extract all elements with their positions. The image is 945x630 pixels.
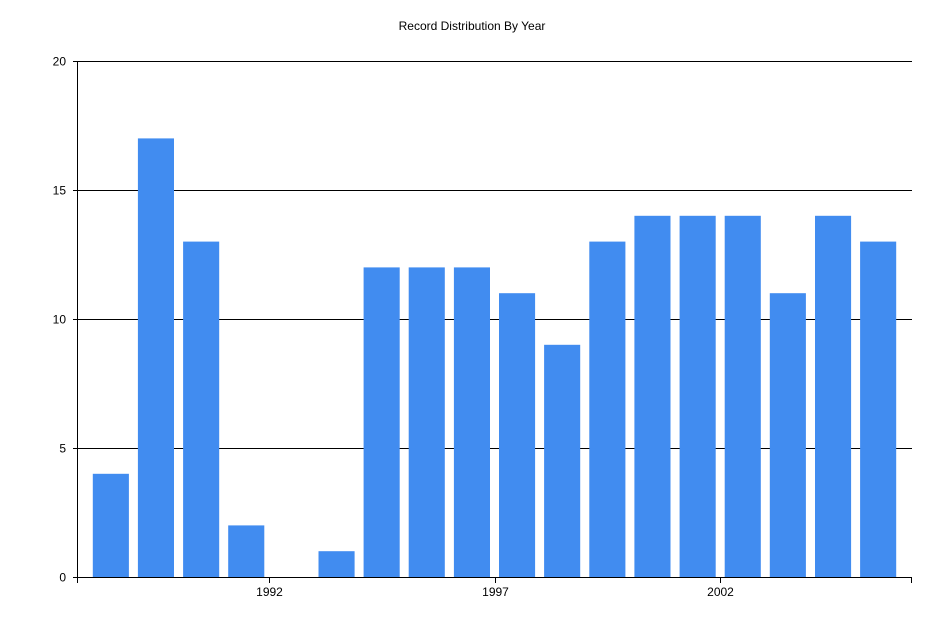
bar-1990 xyxy=(137,138,174,577)
bar-1991 xyxy=(183,241,220,577)
bar-2004 xyxy=(769,293,806,577)
axes xyxy=(77,61,912,583)
bar-2000 xyxy=(589,241,626,577)
bar-1989 xyxy=(92,473,129,577)
chart-title: Record Distribution By Year xyxy=(399,19,546,33)
bar-1999 xyxy=(544,344,581,577)
bar-2001 xyxy=(634,215,671,578)
x-axis-ticks: 1992 1997 2002 xyxy=(256,577,734,599)
bars xyxy=(92,138,897,578)
bar-2005 xyxy=(815,215,852,578)
bar-1996 xyxy=(408,267,445,577)
y-tick-label-5: 5 xyxy=(59,442,66,456)
x-tick-label-1997: 1997 xyxy=(482,585,509,599)
y-axis-ticks: 0 5 10 15 20 xyxy=(53,55,77,585)
bar-1995 xyxy=(363,267,400,577)
bar-1992 xyxy=(228,525,265,577)
bar-2002 xyxy=(679,215,716,578)
y-tick-label-20: 20 xyxy=(53,55,67,69)
y-tick-label-0: 0 xyxy=(59,571,66,585)
bar-1998 xyxy=(499,293,536,577)
y-tick-label-15: 15 xyxy=(53,184,67,198)
bar-1997 xyxy=(453,267,490,577)
x-tick-label-2002: 2002 xyxy=(707,585,734,599)
y-tick-label-10: 10 xyxy=(53,313,67,327)
x-tick-label-1992: 1992 xyxy=(256,585,283,599)
bar-2006 xyxy=(860,241,897,577)
bar-2003 xyxy=(724,215,761,578)
bar-1994 xyxy=(318,551,355,577)
